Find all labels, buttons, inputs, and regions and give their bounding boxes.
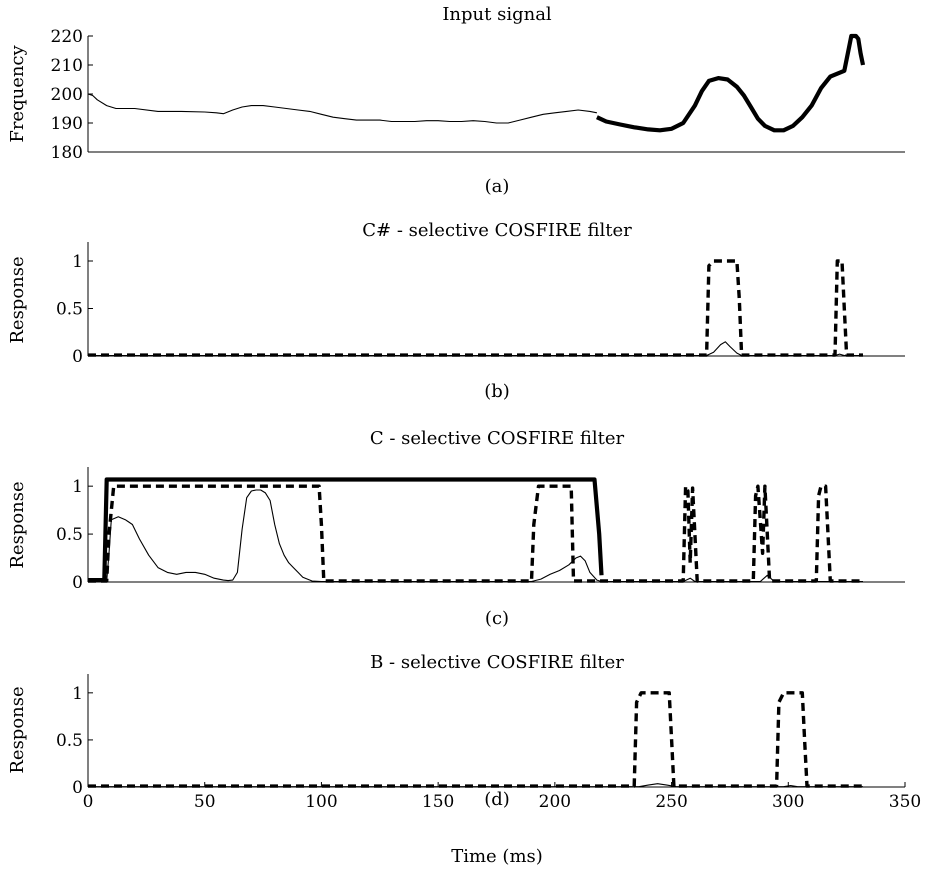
series-lines (87, 33, 866, 133)
series-lines (88, 259, 863, 357)
panel-b-filter: B - selective COSFIRE filter Response 00… (7, 652, 921, 867)
series-line-thin (88, 783, 863, 788)
x-tick-label: 250 (655, 792, 687, 812)
y-tick-label: 190 (51, 114, 83, 134)
axis-frame (87, 467, 905, 583)
series-lines (88, 691, 863, 788)
y-tick-label: 0 (72, 573, 83, 593)
panel-title: B - selective COSFIRE filter (370, 652, 624, 673)
x-tick-label: 350 (889, 792, 921, 812)
panel-title: C# - selective COSFIRE filter (362, 220, 632, 241)
y-tick-label: 0 (72, 778, 83, 798)
y-axis-label: Response (7, 481, 28, 568)
panel-title: Input signal (442, 4, 552, 25)
y-tick-label: 1 (72, 684, 83, 704)
y-axis-label: Frequency (7, 44, 28, 142)
y-tick-label: 1 (72, 477, 83, 497)
y-tick-label: 0.5 (56, 525, 83, 545)
series-line-dashed (88, 484, 863, 583)
x-ticks: 0 50 100 150 200 250 300 350 (83, 782, 921, 812)
y-tick-label: 200 (51, 85, 83, 105)
y-ticks: 180 190 200 210 220 (51, 27, 93, 163)
panel-caption: (c) (485, 608, 509, 629)
series-line-thin (87, 93, 598, 124)
y-axis-label: Response (7, 686, 28, 773)
series-line-thin (88, 489, 863, 583)
series-lines (88, 477, 863, 583)
y-tick-label: 220 (51, 27, 83, 47)
y-tick-label: 1 (72, 252, 83, 272)
panel-caption: (b) (484, 381, 510, 402)
y-tick-label: 0.5 (56, 731, 83, 751)
panel-title: C - selective COSFIRE filter (370, 428, 625, 449)
series-line-thick (88, 477, 604, 583)
y-tick-label: 180 (51, 143, 83, 163)
y-tick-label: 0 (72, 347, 83, 367)
x-tick-label: 150 (422, 792, 454, 812)
series-line-thin (88, 341, 863, 357)
x-tick-label: 300 (772, 792, 804, 812)
panel-caption: (d) (484, 789, 510, 810)
axis-frame (87, 242, 905, 357)
y-ticks: 00.51 (56, 477, 93, 593)
axis-frame (87, 36, 905, 153)
axis-frame (87, 674, 905, 788)
y-ticks: 00.51 (56, 684, 93, 798)
x-tick-label: 0 (83, 792, 94, 812)
y-axis-label: Response (7, 256, 28, 343)
panel-c-filter: C - selective COSFIRE filter Response 00… (7, 428, 905, 629)
panel-csharp-filter: C# - selective COSFIRE filter Response 0… (7, 220, 905, 402)
y-tick-label: 210 (51, 56, 83, 76)
series-line-dashed (88, 259, 863, 357)
panel-input-signal: Input signal Frequency 180 190 200 210 220 (… (7, 4, 905, 197)
series-line-thick (596, 33, 866, 133)
x-tick-label: 100 (305, 792, 337, 812)
series-line-dashed (88, 691, 863, 788)
x-tick-label: 200 (539, 792, 571, 812)
x-axis-label: Time (ms) (451, 846, 543, 867)
y-tick-label: 0.5 (56, 300, 83, 320)
y-ticks: 00.51 (56, 252, 93, 367)
x-tick-label: 50 (194, 792, 216, 812)
panel-caption: (a) (485, 176, 510, 197)
